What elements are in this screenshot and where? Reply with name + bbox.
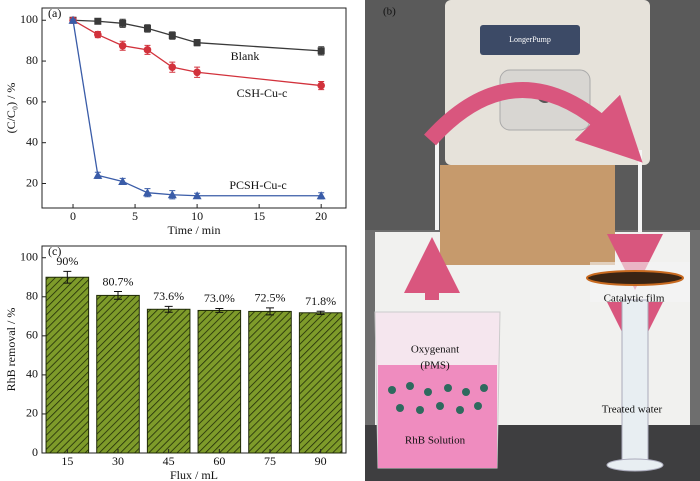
oxygenant-label: Oxygenant bbox=[411, 344, 459, 356]
cylinder-base bbox=[606, 458, 664, 472]
cylinder bbox=[621, 299, 649, 461]
y-tick-label: 60 bbox=[26, 328, 38, 342]
bar bbox=[146, 308, 191, 454]
error-bar bbox=[114, 291, 122, 300]
marker bbox=[317, 81, 325, 90]
x-tick-label: 5 bbox=[132, 209, 138, 223]
x-axis-label: Flux / mL bbox=[170, 468, 218, 481]
y-tick-label: 40 bbox=[26, 367, 38, 381]
marker bbox=[168, 63, 177, 71]
x-tick-label: 30 bbox=[112, 454, 124, 468]
marker bbox=[142, 188, 152, 197]
catalyst-dots bbox=[388, 382, 488, 414]
marker bbox=[167, 190, 177, 199]
value-label: 90% bbox=[56, 254, 78, 268]
x-tick-label: 15 bbox=[61, 454, 73, 468]
y-tick-label: 80 bbox=[26, 289, 38, 303]
panel-label: (a) bbox=[48, 6, 61, 20]
value-label: 71.8% bbox=[305, 294, 336, 308]
x-tick-label: 10 bbox=[191, 209, 203, 223]
x-tick-label: 15 bbox=[253, 209, 265, 223]
marker bbox=[317, 47, 325, 55]
error-bar bbox=[215, 307, 224, 313]
series-label: Blank bbox=[231, 49, 260, 63]
rhb-solution bbox=[378, 365, 497, 468]
marker bbox=[143, 24, 151, 32]
x-axis-label: Time / min bbox=[168, 223, 221, 237]
y-tick-label: 100 bbox=[20, 12, 38, 26]
marker bbox=[316, 191, 326, 200]
marker bbox=[93, 170, 103, 179]
oxygenant-formula: (PMS) bbox=[420, 360, 450, 372]
x-tick-label: 75 bbox=[264, 454, 276, 468]
flow-arrow bbox=[424, 82, 643, 163]
x-tick-label: 45 bbox=[163, 454, 175, 468]
pump-panel bbox=[480, 25, 580, 55]
catalytic-film bbox=[586, 270, 684, 286]
error-bar bbox=[164, 305, 173, 313]
x-tick-label: 90 bbox=[315, 454, 327, 468]
y-tick-label: 40 bbox=[26, 134, 38, 148]
error-bar bbox=[266, 307, 274, 316]
series-line bbox=[72, 20, 322, 197]
y-tick-label: 0 bbox=[32, 445, 38, 459]
bar bbox=[197, 309, 242, 454]
y-tick-label: 20 bbox=[26, 175, 38, 189]
value-label: 80.7% bbox=[103, 274, 134, 288]
x-tick-label: 60 bbox=[213, 454, 225, 468]
photo-panel: LongerPump (b) Oxygenant (PMS) RhB Solut… bbox=[365, 0, 700, 481]
error-bar bbox=[63, 270, 72, 284]
x-tick-label: 0 bbox=[70, 209, 76, 223]
bar bbox=[96, 294, 140, 454]
marker bbox=[118, 41, 127, 50]
panel-label: (b) bbox=[383, 6, 396, 18]
y-tick-label: 20 bbox=[26, 406, 38, 420]
solution-label: RhB Solution bbox=[405, 435, 466, 447]
marker bbox=[94, 30, 102, 39]
marker bbox=[118, 176, 128, 185]
pump-brand: LongerPump bbox=[509, 35, 551, 44]
error-bar bbox=[316, 310, 325, 315]
value-label: 73.0% bbox=[204, 291, 235, 305]
panel-label: (c) bbox=[48, 244, 61, 258]
y-tick-label: 80 bbox=[26, 53, 38, 67]
marker bbox=[193, 68, 201, 77]
y-tick-label: 100 bbox=[20, 249, 38, 263]
output-label: Treated water bbox=[602, 404, 663, 416]
y-axis-label: (C/C₀) / % bbox=[4, 83, 18, 134]
value-label: 73.6% bbox=[153, 289, 184, 303]
bar bbox=[298, 312, 343, 454]
marker bbox=[94, 17, 102, 25]
marker bbox=[68, 15, 78, 24]
bar bbox=[45, 276, 90, 454]
bar bbox=[248, 310, 292, 454]
series-label: CSH-Cu-c bbox=[237, 86, 288, 100]
plot-frame bbox=[41, 245, 347, 454]
series-line bbox=[72, 19, 322, 52]
value-label: 72.5% bbox=[255, 291, 286, 305]
x-tick-label: 20 bbox=[315, 209, 327, 223]
marker bbox=[119, 19, 127, 27]
y-axis-label: RhB removal / % bbox=[4, 308, 18, 392]
marker bbox=[192, 191, 202, 200]
marker bbox=[143, 46, 152, 54]
plot-frame bbox=[41, 7, 347, 209]
cardboard-box bbox=[440, 165, 615, 265]
y-tick-label: 60 bbox=[26, 94, 38, 108]
marker bbox=[168, 32, 176, 40]
marker bbox=[193, 39, 201, 47]
film-label: Catalytic film bbox=[604, 293, 665, 305]
series-label: PCSH-Cu-c bbox=[229, 178, 286, 192]
